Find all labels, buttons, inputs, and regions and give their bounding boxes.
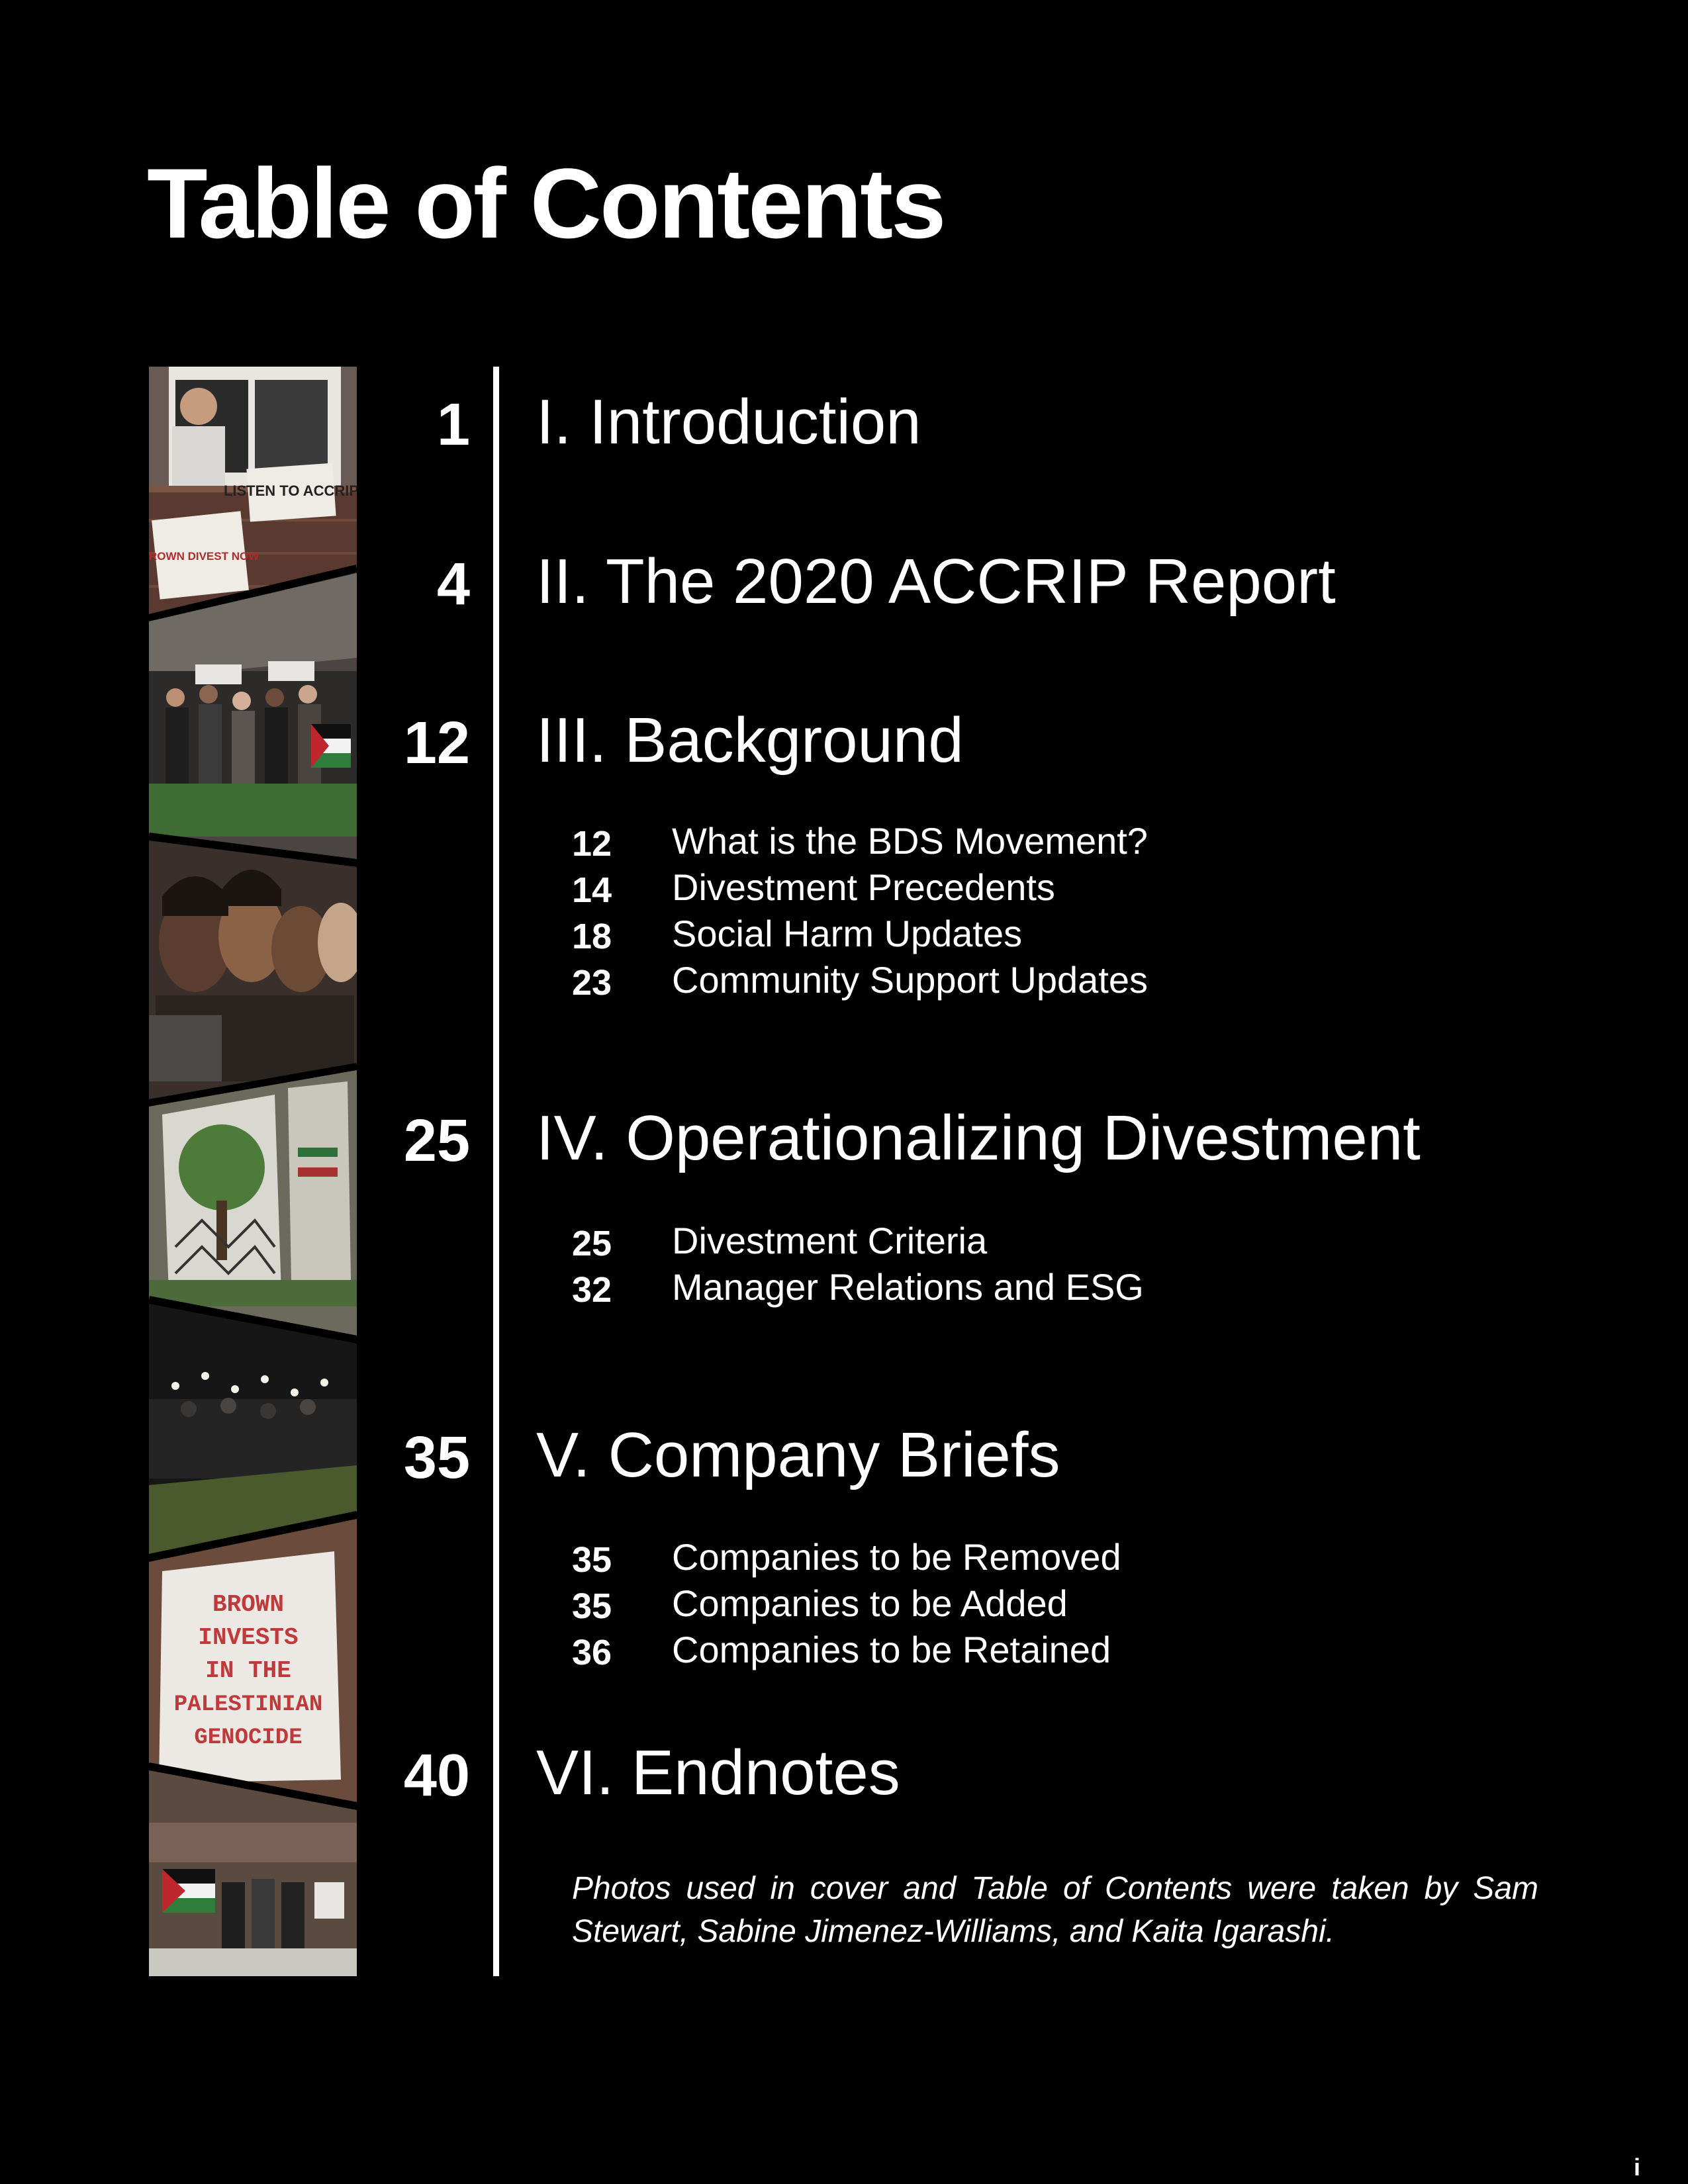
photo-night-vigil [149,1304,357,1555]
subsection-page-number: 35 [572,1586,612,1626]
section-page-number: 1 [436,392,470,458]
page-number-footer: i [1633,2154,1640,2181]
photo-genocide-banner: BROWN INVESTS IN THE PALESTINIAN GENOCID… [149,1519,357,1803]
subsection-title[interactable]: Companies to be Removed [672,1536,1121,1578]
section-page-number: 40 [403,1743,470,1809]
photo-tree-banner [149,1070,357,1336]
banner-line-5: GENOCIDE [194,1725,302,1751]
section-page-number: 25 [403,1108,470,1174]
subsection-title[interactable]: Divestment Precedents [672,866,1055,908]
subsection-page-number: 32 [572,1270,612,1310]
section-title-endnotes[interactable]: VI. Endnotes [536,1737,900,1808]
photo-chanting-faces [149,841,357,1101]
subsection-title[interactable]: Social Harm Updates [672,913,1023,954]
vertical-divider [493,367,499,1976]
subsection-title[interactable]: What is the BDS Movement? [672,820,1148,862]
banner-line-3: IN THE [205,1657,291,1684]
section-title-operationalizing-divestment[interactable]: IV. Operationalizing Divestment [536,1103,1421,1173]
subsection-title[interactable]: Manager Relations and ESG [672,1266,1144,1308]
section-title-company-briefs[interactable]: V. Company Briefs [536,1420,1060,1490]
photo-credits: Photos used in cover and Table of Conten… [572,1871,1538,1949]
subsection-page-number: 12 [572,824,612,864]
section-title-accrip-report[interactable]: II. The 2020 ACCRIP Report [536,546,1336,617]
section-title-background[interactable]: III. Background [536,705,964,776]
photo-collage: LISTEN TO ACCRIP BROWN DIVEST NOW [149,367,357,1976]
page-title: Table of Contents [147,148,947,259]
subsection-title[interactable]: Companies to be Retained [672,1629,1111,1670]
photo-flag-crowd [149,1770,357,1976]
subsection-page-number: 36 [572,1633,612,1672]
subsection-page-number: 35 [572,1540,612,1580]
section-page-number: 4 [436,551,470,617]
listen-sign-text: LISTEN TO ACCRIP [224,482,357,499]
subsection-page-number: 14 [572,870,612,910]
subsection-page-number: 23 [572,963,612,1003]
photo-lawn-crowd [149,573,357,860]
subsection-title[interactable]: Companies to be Added [672,1582,1068,1624]
brown-divest-sign-text: BROWN DIVEST NOW [149,550,259,563]
banner-line-1: BROWN [212,1591,284,1618]
section-page-number: 12 [403,710,470,776]
banner-line-4: PALESTINIAN [174,1692,322,1717]
subsection-page-number: 25 [572,1224,612,1263]
section-title-introduction[interactable]: I. Introduction [536,387,921,457]
subsection-page-number: 18 [572,917,612,956]
banner-line-2: INVESTS [198,1624,298,1651]
subsection-title[interactable]: Community Support Updates [672,959,1149,1001]
section-page-number: 35 [403,1425,470,1491]
subsection-title[interactable]: Divestment Criteria [672,1220,988,1261]
